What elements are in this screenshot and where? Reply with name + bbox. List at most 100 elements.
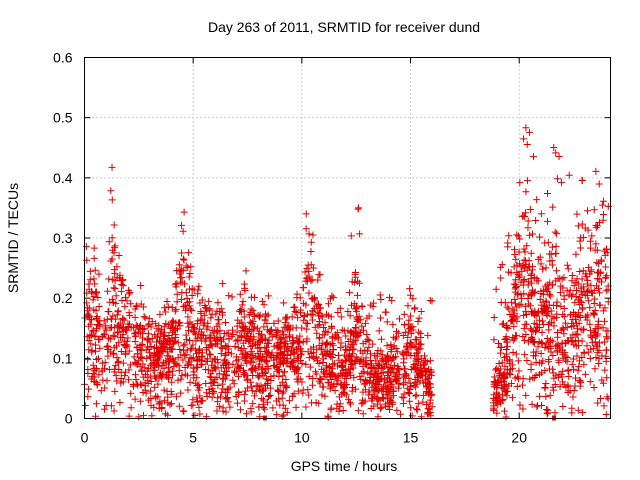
data-point: [263, 319, 271, 327]
data-point: [260, 323, 268, 331]
data-point: [119, 323, 127, 331]
data-point: [505, 232, 513, 240]
data-point: [188, 344, 196, 352]
data-point: [274, 386, 282, 394]
data-point: [164, 303, 172, 311]
data-point: [593, 343, 601, 351]
data-point: [595, 355, 603, 363]
data-point: [292, 403, 300, 411]
data-point: [145, 396, 153, 404]
data-point: [383, 352, 391, 360]
data-point: [548, 281, 556, 289]
data-point: [530, 319, 538, 327]
data-point: [265, 336, 273, 344]
data-point: [563, 323, 571, 331]
data-point: [577, 234, 585, 242]
data-point: [287, 351, 295, 359]
data-point: [110, 284, 118, 292]
data-point: [321, 328, 329, 336]
data-point: [333, 380, 341, 388]
data-point: [187, 402, 195, 410]
data-point: [365, 337, 373, 345]
data-point: [550, 322, 558, 330]
data-point: [528, 335, 536, 343]
data-point: [240, 313, 248, 321]
data-point: [201, 319, 209, 327]
data-point: [173, 290, 181, 298]
data-point: [573, 286, 581, 294]
data-point: [182, 262, 190, 270]
data-point: [302, 210, 310, 218]
data-point: [115, 357, 123, 365]
data-point: [552, 372, 560, 380]
data-point: [131, 305, 139, 313]
data-point: [513, 261, 521, 269]
data-point: [568, 320, 576, 328]
data-point: [296, 309, 304, 317]
data-point: [113, 311, 121, 319]
data-point: [337, 343, 345, 351]
data-point: [328, 339, 336, 347]
data-point: [85, 385, 93, 393]
data-point: [541, 384, 549, 392]
data-point: [387, 368, 395, 376]
data-point: [317, 312, 325, 320]
data-point: [393, 348, 401, 356]
data-point: [556, 383, 564, 391]
data-point: [195, 352, 203, 360]
data-point: [91, 266, 99, 274]
data-point: [575, 280, 583, 288]
data-point: [490, 336, 498, 344]
data-point: [351, 270, 359, 278]
data-point: [248, 383, 256, 391]
data-point: [111, 387, 119, 395]
data-point: [591, 338, 599, 346]
data-point: [339, 407, 347, 415]
data-point: [510, 322, 518, 330]
data-point: [243, 359, 251, 367]
data-point: [513, 268, 521, 276]
data-point: [601, 251, 609, 259]
data-point: [602, 327, 610, 335]
data-point: [522, 257, 530, 265]
data-point: [195, 282, 203, 290]
data-point: [426, 396, 434, 404]
data-point: [270, 342, 278, 350]
data-point: [591, 307, 599, 315]
data-point: [421, 367, 429, 375]
data-point: [140, 411, 148, 419]
data-point: [516, 235, 524, 243]
data-point: [85, 280, 93, 288]
data-point: [181, 301, 189, 309]
data-point: [196, 410, 204, 418]
data-point: [394, 362, 402, 370]
data-point: [159, 347, 167, 355]
data-point: [92, 288, 100, 296]
data-point: [289, 334, 297, 342]
data-point: [171, 337, 179, 345]
data-point: [141, 379, 149, 387]
data-point: [272, 397, 280, 405]
data-point: [543, 410, 551, 418]
data-point: [377, 296, 385, 304]
data-point: [180, 302, 188, 310]
data-point: [291, 363, 299, 371]
data-point: [142, 371, 150, 379]
data-point: [353, 313, 361, 321]
data-point: [498, 343, 506, 351]
data-point: [362, 354, 370, 362]
data-point: [107, 323, 115, 331]
data-point: [385, 364, 393, 372]
data-point: [581, 370, 589, 378]
data-point: [544, 190, 552, 198]
data-point: [526, 302, 534, 310]
data-point: [577, 244, 585, 252]
data-point: [587, 244, 595, 252]
data-point: [91, 377, 99, 385]
data-point: [310, 355, 318, 363]
data-point: [145, 315, 153, 323]
data-point: [536, 295, 544, 303]
data-point: [580, 349, 588, 357]
data-point: [177, 274, 185, 282]
data-point: [318, 313, 326, 321]
